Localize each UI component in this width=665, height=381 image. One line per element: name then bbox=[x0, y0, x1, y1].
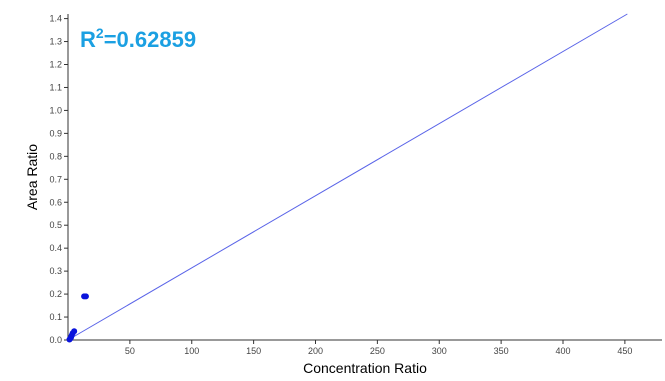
y-tick-label: 1.4 bbox=[49, 14, 62, 24]
y-tick-label: 0.8 bbox=[49, 151, 62, 161]
x-tick-label: 200 bbox=[308, 346, 323, 356]
y-tick-label: 0.1 bbox=[49, 312, 62, 322]
y-tick-label: 1.3 bbox=[49, 37, 62, 47]
y-tick-label: 1.1 bbox=[49, 82, 62, 92]
y-tick-label: 0.5 bbox=[49, 220, 62, 230]
r-squared-superscript: 2 bbox=[96, 25, 104, 41]
x-tick-label: 50 bbox=[125, 346, 135, 356]
y-tick-label: 0.7 bbox=[49, 174, 62, 184]
r-squared-annotation: R2=0.62859 bbox=[80, 25, 196, 52]
x-axis-ticks: 50 100 150 200 250 300 350 400 450 bbox=[125, 340, 632, 356]
x-tick-label: 450 bbox=[617, 346, 632, 356]
data-point bbox=[71, 328, 78, 335]
y-tick-label: 1.2 bbox=[49, 60, 62, 70]
data-points bbox=[66, 293, 89, 343]
y-tick-label: 0.2 bbox=[49, 289, 62, 299]
r-squared-value: =0.62859 bbox=[104, 27, 196, 52]
x-axis-title: Concentration Ratio bbox=[303, 360, 427, 376]
y-tick-label: 0.4 bbox=[49, 243, 62, 253]
y-tick-label: 0.9 bbox=[49, 128, 62, 138]
x-tick-label: 100 bbox=[184, 346, 199, 356]
regression-line bbox=[67, 13, 628, 341]
x-tick-label: 400 bbox=[555, 346, 570, 356]
y-axis-ticks: 0.0 0.1 0.2 0.3 0.4 0.5 0.6 0.7 0.8 0.9 1.0 1.1 1.2 1… bbox=[49, 14, 68, 345]
data-point bbox=[82, 293, 89, 300]
y-tick-label: 0.6 bbox=[49, 197, 62, 207]
x-tick-label: 300 bbox=[432, 346, 447, 356]
y-tick-label: 0.3 bbox=[49, 266, 62, 276]
x-tick-label: 250 bbox=[370, 346, 385, 356]
y-tick-label: 0.0 bbox=[49, 335, 62, 345]
y-axis-title: Area Ratio bbox=[24, 144, 40, 210]
y-tick-label: 1.0 bbox=[49, 105, 62, 115]
r-squared-prefix: R bbox=[80, 27, 96, 52]
x-tick-label: 350 bbox=[494, 346, 509, 356]
x-tick-label: 150 bbox=[246, 346, 261, 356]
